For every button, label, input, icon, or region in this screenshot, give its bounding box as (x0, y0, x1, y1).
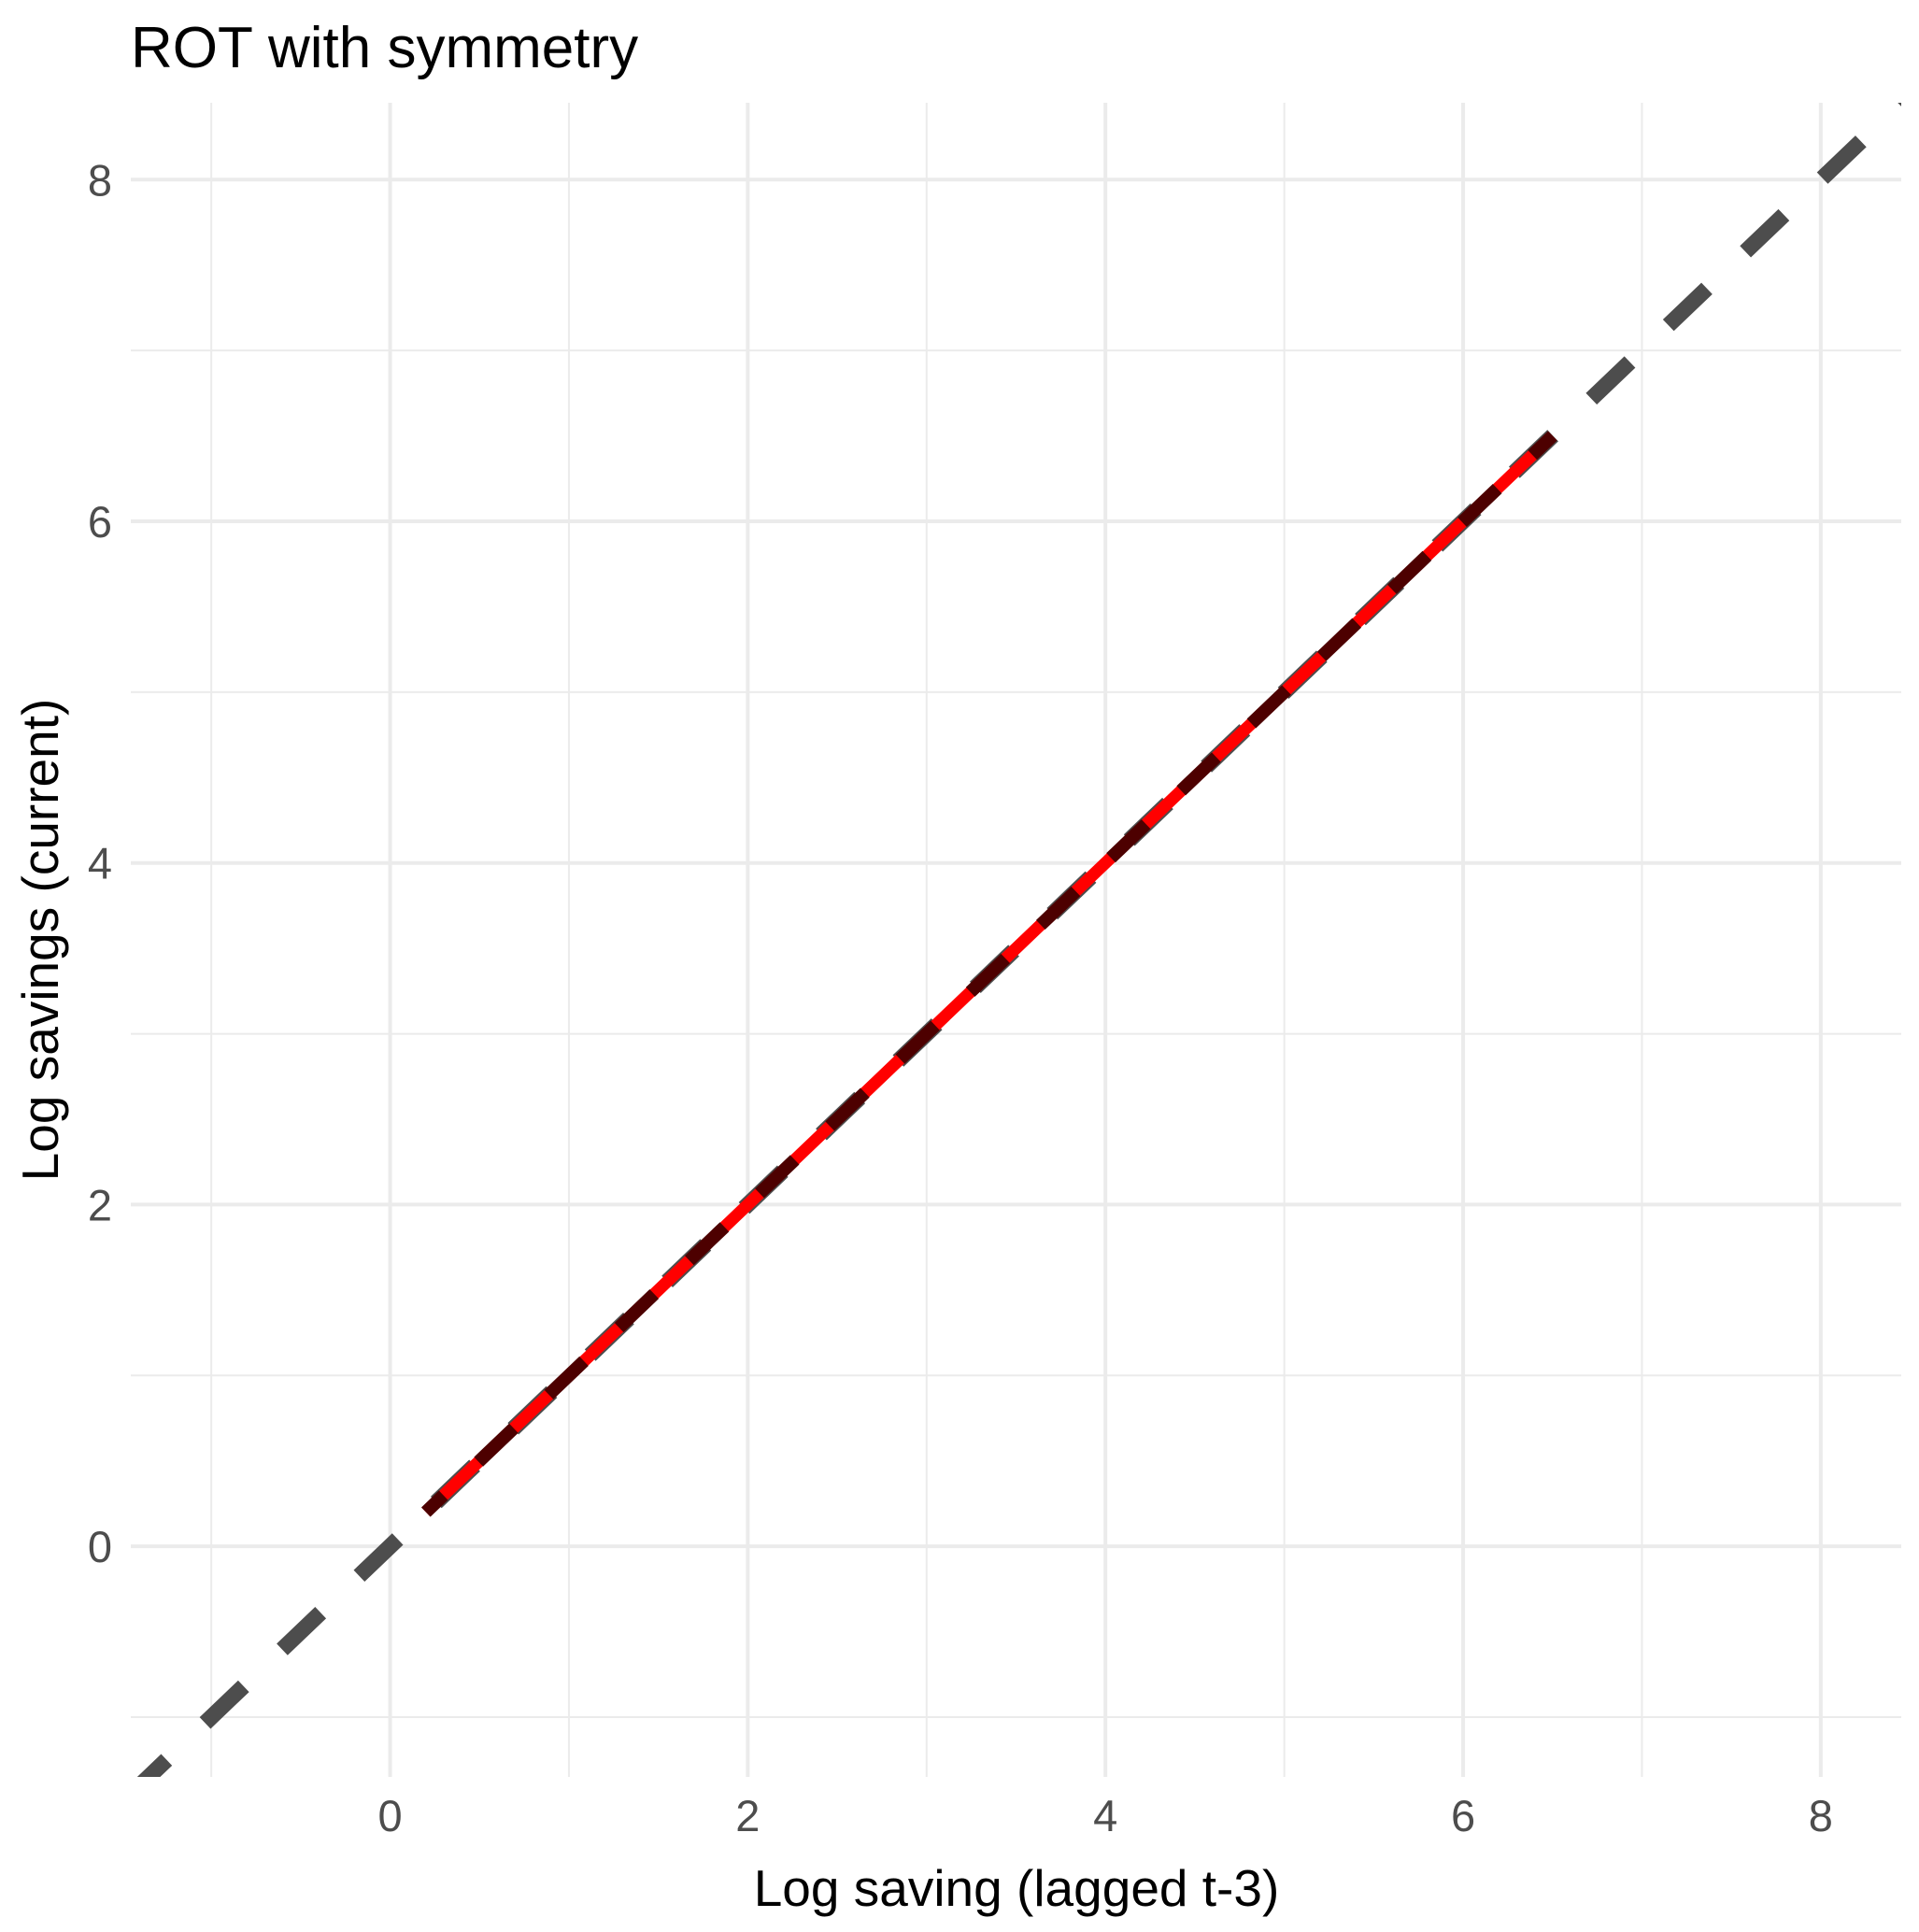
chart-title: ROT with symmetry (131, 16, 638, 80)
series-line-1 (136, 103, 1901, 1777)
series-layer (136, 103, 1901, 1777)
x-axis-title: Log saving (lagged t-3) (754, 1859, 1280, 1917)
x-tick-label: 6 (1451, 1791, 1475, 1840)
x-tick-label: 0 (377, 1791, 402, 1840)
y-tick-label: 2 (88, 1180, 112, 1229)
x-tick-label: 8 (1809, 1791, 1833, 1840)
minor-gridlines (131, 103, 1901, 1777)
y-tick-label: 0 (88, 1522, 112, 1571)
y-tick-label: 8 (88, 155, 112, 205)
y-axis-title: Log savings (current) (11, 699, 69, 1182)
y-tick-labels: 0 2 4 6 8 (88, 155, 112, 1571)
major-gridlines (131, 103, 1901, 1777)
x-tick-label: 4 (1093, 1791, 1117, 1840)
y-tick-label: 4 (88, 839, 112, 888)
x-tick-label: 2 (735, 1791, 760, 1840)
x-tick-labels: 0 2 4 6 8 (377, 1791, 1832, 1840)
series-line-3 (420, 431, 1557, 1517)
y-tick-label: 6 (88, 497, 112, 547)
